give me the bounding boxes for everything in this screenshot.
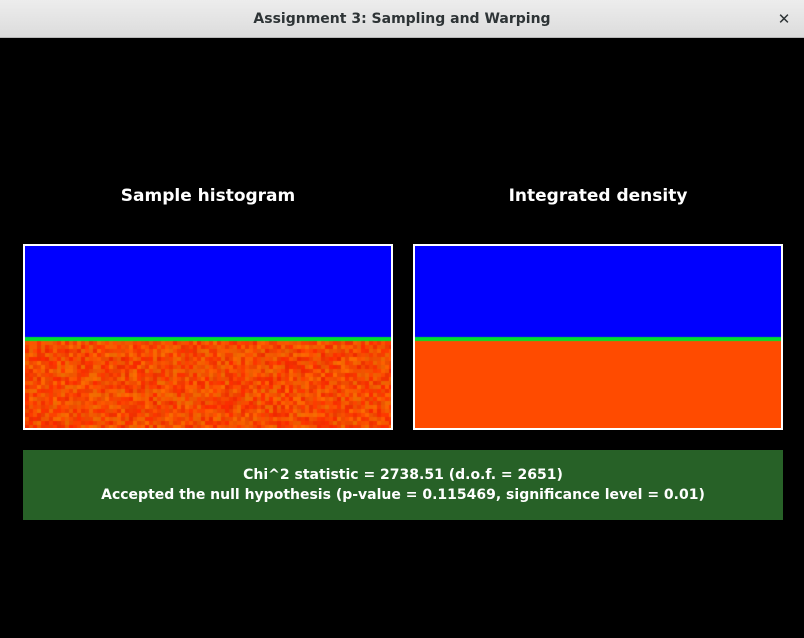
hypothesis-result-text: Accepted the null hypothesis (p-value = … (101, 487, 705, 503)
chi2-result-box: Chi^2 statistic = 2738.51 (d.o.f. = 2651… (23, 450, 783, 520)
integrated-density-title: Integrated density (508, 186, 688, 206)
chi2-statistic-text: Chi^2 statistic = 2738.51 (d.o.f. = 2651… (243, 467, 563, 483)
integrated-density-image (413, 244, 783, 430)
sample-histogram-title: Sample histogram (120, 186, 296, 206)
window-title: Assignment 3: Sampling and Warping (253, 11, 551, 27)
sample-histogram-image (23, 244, 393, 430)
close-icon[interactable]: ✕ (777, 10, 791, 28)
window-titlebar[interactable]: Assignment 3: Sampling and Warping ✕ (0, 0, 804, 38)
